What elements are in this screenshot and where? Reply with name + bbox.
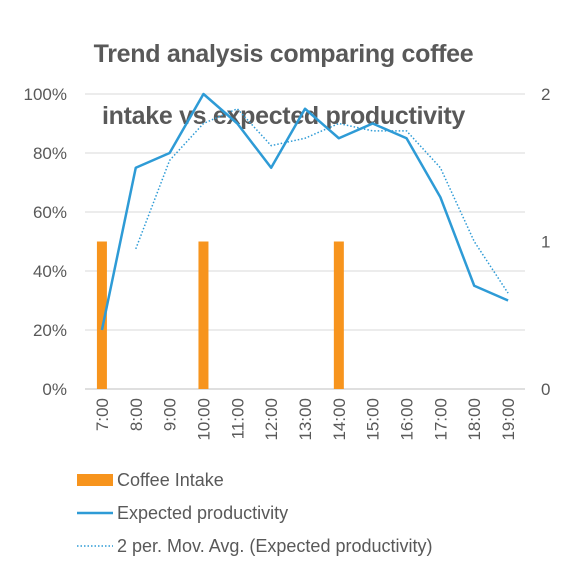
legend-coffee-intake: Coffee Intake — [117, 470, 224, 490]
y-tick-label: 100% — [24, 85, 67, 104]
chart-title-line-1: Trend analysis comparing coffee — [93, 40, 474, 68]
y-tick-label: 40% — [33, 262, 67, 281]
coffee-intake-bar — [333, 241, 344, 389]
x-tick-label: 16:00 — [398, 398, 417, 441]
coffee-intake-bar — [198, 241, 209, 389]
legend-moving-average: 2 per. Mov. Avg. (Expected productivity) — [117, 536, 432, 556]
y2-tick-label: 2 — [541, 85, 550, 104]
x-tick-label: 8:00 — [127, 398, 146, 431]
x-tick-label: 9:00 — [161, 398, 180, 431]
x-tick-label: 10:00 — [194, 398, 213, 441]
y-tick-label: 80% — [33, 144, 67, 163]
x-tick-label: 7:00 — [93, 398, 112, 431]
moving-average-line — [135, 108, 509, 294]
y-tick-label: 60% — [33, 203, 67, 222]
x-tick-label: 11:00 — [228, 398, 247, 439]
x-tick-label: 14:00 — [330, 398, 349, 441]
x-tick-label: 18:00 — [465, 398, 484, 441]
y2-tick-label: 0 — [541, 380, 550, 399]
chart-title: Trend analysis comparing coffee intake v… — [0, 8, 567, 132]
legend-expected-productivity: Expected productivity — [117, 503, 288, 523]
x-tick-label: 12:00 — [262, 398, 281, 441]
y-tick-label: 0% — [42, 380, 67, 399]
x-tick-label: 19:00 — [499, 398, 518, 441]
expected-productivity-line — [100, 92, 509, 331]
x-tick-label: 13:00 — [296, 398, 315, 441]
x-tick-label: 15:00 — [364, 398, 383, 441]
y2-tick-label: 1 — [541, 233, 550, 252]
x-tick-label: 17:00 — [431, 398, 450, 441]
y-tick-label: 20% — [33, 321, 67, 340]
coffee-intake-bar — [96, 241, 107, 389]
chart-title-line-2: intake vs expected productivity — [101, 102, 466, 130]
legend-bar-swatch — [77, 474, 113, 486]
